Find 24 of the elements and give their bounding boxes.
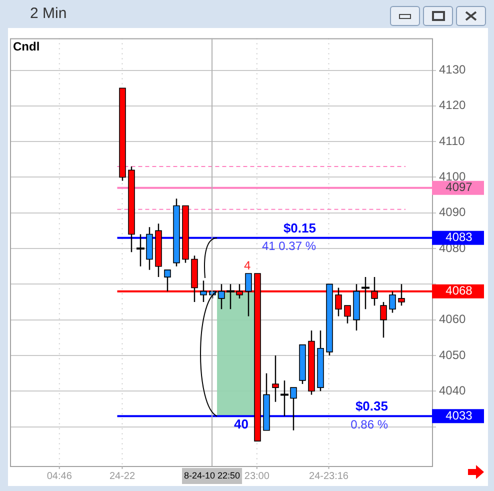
ref-line-label: 4083	[446, 230, 473, 244]
chart-title: 2 Min	[30, 5, 67, 22]
y-tick-label: 4050	[439, 348, 466, 362]
annotation: 4	[244, 258, 251, 272]
annotation: $0.15	[283, 220, 316, 236]
x-tick-label: 24-23:16	[309, 470, 349, 482]
y-tick-label: 4110	[439, 134, 466, 148]
y-tick-label: 4090	[439, 205, 466, 220]
x-tick-label: 04:46	[46, 470, 72, 482]
y-tick-label: 4130	[439, 62, 466, 77]
x-tick-label: 24-22	[109, 470, 136, 482]
y-tick-label: 4120	[439, 98, 466, 112]
x-tick-label: 23:00	[244, 470, 270, 482]
candlestick	[362, 276, 370, 310]
ref-line-label: 4068	[446, 284, 473, 298]
annotation: $0.35	[355, 398, 388, 414]
y-tick-label: 4060	[439, 312, 466, 326]
x-tick-label: 8-24-10 22:50	[184, 470, 240, 480]
annotation: Cndl	[13, 40, 40, 54]
annotation: 40	[234, 416, 248, 432]
annotation: 0.86 %	[350, 417, 388, 432]
y-tick-label: 4040	[439, 383, 466, 398]
annotation: 41 0.37 %	[262, 239, 316, 254]
ref-line-label: 4033	[446, 408, 473, 422]
